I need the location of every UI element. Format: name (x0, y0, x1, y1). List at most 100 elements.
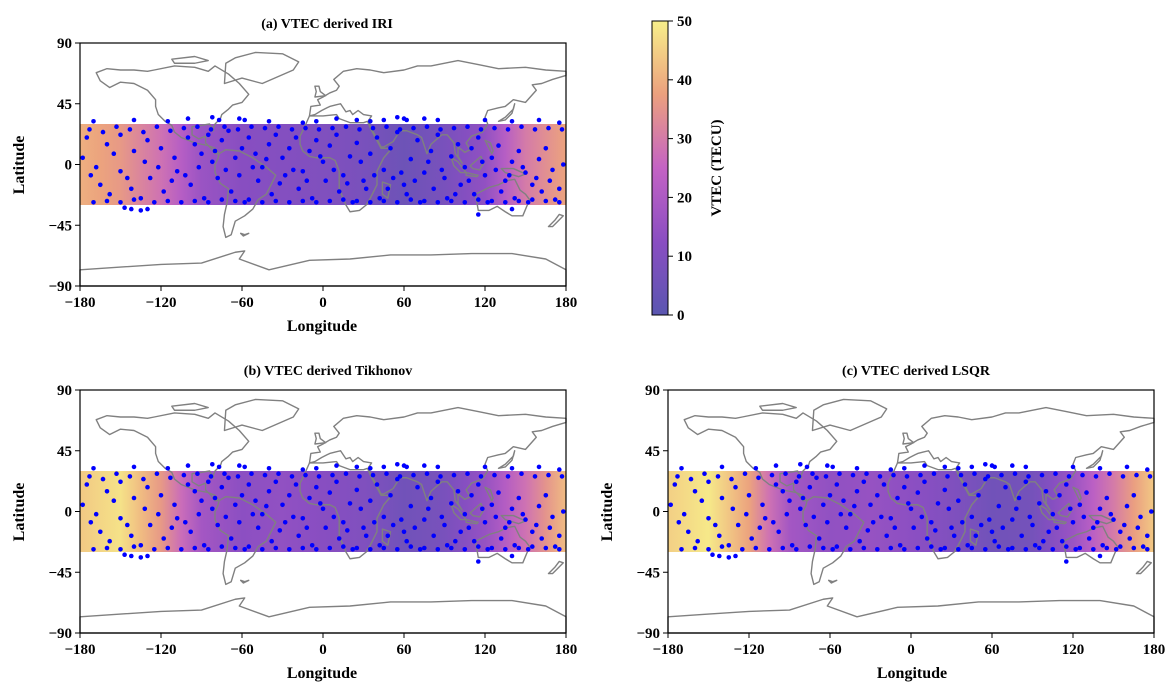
station-marker (911, 525, 916, 530)
station-marker (969, 514, 975, 520)
vtec-band (80, 471, 566, 552)
x-tick-label: 60 (397, 642, 412, 658)
station-marker (273, 545, 279, 551)
station-marker (1023, 479, 1029, 485)
station-marker (262, 125, 268, 131)
station-marker (830, 464, 835, 470)
stations (668, 462, 1154, 564)
station-marker (476, 197, 481, 202)
station-marker (246, 544, 252, 549)
station-marker (331, 167, 337, 173)
station-marker (350, 547, 356, 552)
station-marker (408, 197, 414, 202)
station-marker (156, 511, 161, 517)
station-marker (520, 164, 526, 170)
station-marker (154, 471, 160, 477)
station-marker (424, 471, 430, 477)
station-marker (507, 520, 512, 525)
station-marker (962, 482, 968, 487)
station-marker (314, 484, 319, 490)
station-marker (740, 547, 745, 552)
station-marker (435, 479, 441, 485)
station-marker (892, 525, 898, 530)
station-marker (746, 493, 752, 498)
station-marker (509, 119, 515, 124)
station-marker (902, 547, 907, 552)
station-marker (1111, 517, 1116, 522)
station-marker (915, 545, 921, 551)
station-marker (412, 178, 418, 183)
station-marker (354, 464, 360, 470)
station-marker (695, 538, 700, 544)
station-marker (195, 471, 200, 477)
station-marker (242, 117, 247, 123)
station-marker (891, 472, 896, 478)
station-marker (314, 466, 319, 471)
station-marker (875, 493, 880, 498)
station-marker (753, 466, 759, 471)
station-marker (426, 159, 431, 165)
station-marker (262, 472, 268, 478)
station-marker (915, 490, 921, 495)
station-marker (675, 474, 680, 479)
station-marker (129, 186, 134, 192)
station-marker (142, 506, 148, 512)
station-marker (222, 124, 227, 129)
station-marker (532, 474, 538, 479)
station-marker (485, 200, 491, 205)
station-marker (733, 484, 738, 490)
station-marker (341, 544, 346, 549)
station-marker (861, 545, 867, 551)
station-marker (377, 196, 383, 201)
station-marker (357, 127, 362, 132)
station-marker (1147, 474, 1153, 479)
station-marker (935, 501, 941, 506)
station-marker (945, 474, 950, 479)
station-marker (282, 520, 288, 525)
station-marker (810, 471, 815, 477)
station-marker (323, 178, 329, 183)
station-marker (260, 547, 265, 552)
station-marker (922, 463, 927, 468)
station-marker (215, 522, 220, 528)
station-marker (1077, 545, 1083, 551)
station-marker (100, 129, 106, 135)
station-marker (93, 511, 99, 517)
station-marker (442, 175, 447, 181)
x-tick-label: −120 (733, 642, 764, 658)
station-marker (1053, 471, 1058, 477)
station-marker (216, 117, 222, 123)
station-marker (114, 124, 119, 129)
station-marker (776, 529, 781, 535)
station-marker (206, 547, 211, 552)
station-marker (361, 178, 366, 183)
station-marker (343, 124, 349, 129)
station-marker (412, 525, 418, 530)
station-marker (956, 466, 961, 471)
station-marker (498, 189, 504, 194)
station-marker (277, 181, 283, 186)
station-marker (471, 538, 477, 544)
station-marker (543, 198, 549, 204)
station-marker (395, 200, 400, 205)
station-marker (114, 471, 119, 477)
colorbar-gradient (651, 20, 669, 316)
station-marker (192, 489, 198, 494)
station-marker (273, 479, 279, 485)
station-marker (138, 208, 144, 213)
x-tick-label: 60 (985, 642, 1000, 658)
station-marker (210, 159, 215, 165)
station-marker (888, 516, 894, 521)
station-marker (303, 125, 308, 131)
station-marker (439, 167, 445, 173)
station-marker (127, 127, 133, 132)
station-marker (942, 464, 948, 470)
station-marker (881, 482, 887, 487)
station-marker (821, 502, 826, 508)
station-marker (902, 466, 907, 471)
station-marker (318, 154, 323, 159)
station-marker (719, 544, 725, 549)
station-marker (1091, 525, 1096, 530)
station-marker (996, 503, 1002, 509)
station-marker (122, 205, 127, 210)
